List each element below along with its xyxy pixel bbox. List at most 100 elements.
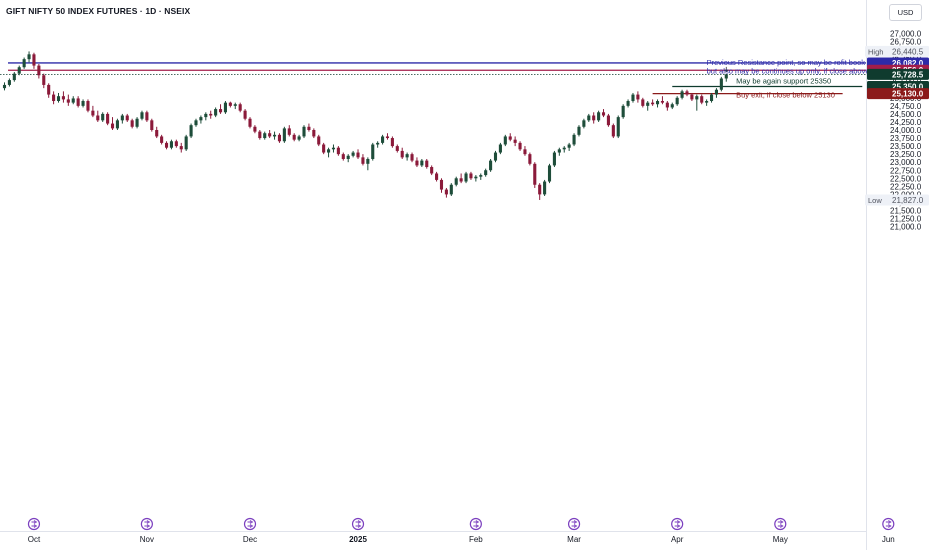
- candle-body[interactable]: [626, 101, 630, 106]
- candle-body[interactable]: [164, 142, 169, 148]
- candle-body[interactable]: [32, 54, 36, 66]
- candle-body[interactable]: [312, 130, 316, 137]
- candle-body[interactable]: [582, 120, 586, 127]
- candle-body[interactable]: [601, 112, 606, 116]
- candle-body[interactable]: [248, 118, 252, 127]
- candle-body[interactable]: [287, 128, 291, 135]
- candle-body[interactable]: [174, 141, 178, 147]
- candle-body[interactable]: [513, 139, 517, 143]
- candle-body[interactable]: [71, 98, 75, 103]
- candle-body[interactable]: [543, 181, 547, 195]
- candle-body[interactable]: [562, 147, 566, 150]
- candle-body[interactable]: [47, 84, 51, 95]
- event-icon[interactable]: [567, 517, 581, 531]
- candle-body[interactable]: [214, 109, 218, 116]
- candle-body[interactable]: [346, 155, 350, 159]
- candle-body[interactable]: [307, 126, 311, 130]
- candle-body[interactable]: [140, 112, 144, 119]
- candle-body[interactable]: [61, 96, 65, 100]
- candle-body[interactable]: [106, 113, 110, 124]
- candle-body[interactable]: [12, 73, 16, 81]
- candle-body[interactable]: [66, 99, 70, 103]
- candle-body[interactable]: [498, 144, 502, 153]
- candle-body[interactable]: [611, 125, 615, 137]
- candle-body[interactable]: [435, 173, 439, 180]
- candle-body[interactable]: [538, 184, 542, 195]
- candle-body[interactable]: [243, 110, 247, 119]
- candle-body[interactable]: [199, 117, 203, 121]
- candle-body[interactable]: [169, 141, 173, 148]
- candle-body[interactable]: [518, 142, 522, 150]
- candle-body[interactable]: [444, 189, 448, 195]
- candle-body[interactable]: [651, 102, 655, 105]
- candle-body[interactable]: [96, 115, 100, 121]
- candle-body[interactable]: [587, 115, 591, 121]
- candle-body[interactable]: [636, 94, 640, 100]
- candle-body[interactable]: [680, 91, 684, 98]
- candle-body[interactable]: [705, 101, 709, 103]
- candle-body[interactable]: [268, 133, 272, 137]
- candle-body[interactable]: [130, 120, 134, 127]
- candle-body[interactable]: [76, 98, 80, 106]
- candle-body[interactable]: [125, 115, 129, 121]
- candle-body[interactable]: [331, 147, 336, 150]
- candle-body[interactable]: [390, 138, 394, 147]
- candle-body[interactable]: [115, 120, 119, 129]
- currency-button[interactable]: USD: [889, 4, 922, 21]
- candle-body[interactable]: [204, 113, 208, 118]
- candle-body[interactable]: [302, 126, 306, 137]
- candle-body[interactable]: [592, 115, 596, 121]
- candle-body[interactable]: [42, 75, 46, 85]
- candle-body[interactable]: [597, 112, 601, 121]
- candle-body[interactable]: [714, 89, 718, 95]
- candle-body[interactable]: [263, 133, 267, 139]
- candle-body[interactable]: [724, 74, 728, 79]
- candle-body[interactable]: [464, 173, 468, 182]
- candle-body[interactable]: [22, 59, 26, 68]
- event-icon[interactable]: [243, 517, 257, 531]
- candle-body[interactable]: [439, 179, 444, 190]
- candle-body[interactable]: [700, 96, 704, 103]
- candle-body[interactable]: [385, 136, 390, 139]
- candle-body[interactable]: [223, 102, 227, 113]
- candle-body[interactable]: [327, 149, 331, 153]
- event-icon[interactable]: [27, 517, 41, 531]
- candle-body[interactable]: [145, 112, 149, 121]
- candle-body[interactable]: [150, 120, 154, 130]
- event-icon[interactable]: [882, 517, 895, 531]
- candle-body[interactable]: [336, 147, 340, 155]
- candle-body[interactable]: [120, 115, 124, 121]
- candle-body[interactable]: [493, 152, 498, 161]
- candle-body[interactable]: [356, 152, 360, 158]
- candle-body[interactable]: [469, 173, 473, 179]
- candle-body[interactable]: [675, 97, 679, 105]
- candle-body[interactable]: [209, 113, 213, 116]
- candle-body[interactable]: [719, 78, 723, 90]
- candle-body[interactable]: [454, 178, 458, 185]
- candle-body[interactable]: [420, 160, 424, 166]
- candle-body[interactable]: [459, 178, 463, 182]
- candle-body[interactable]: [410, 154, 414, 161]
- event-icon[interactable]: [469, 517, 482, 531]
- candle-body[interactable]: [218, 109, 223, 113]
- candle-body[interactable]: [631, 94, 635, 102]
- candle-body[interactable]: [523, 149, 527, 155]
- candle-body[interactable]: [376, 142, 380, 145]
- candle-body[interactable]: [189, 125, 193, 137]
- candle-body[interactable]: [528, 154, 532, 164]
- candle-body[interactable]: [52, 94, 56, 102]
- candle-body[interactable]: [317, 136, 321, 145]
- candle-body[interactable]: [395, 146, 399, 151]
- candle-body[interactable]: [297, 136, 301, 140]
- candle-body[interactable]: [277, 134, 282, 142]
- candle-body[interactable]: [709, 94, 714, 102]
- candle-body[interactable]: [228, 102, 232, 106]
- candle-body[interactable]: [641, 99, 645, 106]
- candle-body[interactable]: [56, 96, 61, 102]
- candle-body[interactable]: [238, 104, 242, 111]
- candle-body[interactable]: [479, 175, 483, 177]
- candle-body[interactable]: [27, 54, 31, 60]
- candle-body[interactable]: [91, 110, 95, 116]
